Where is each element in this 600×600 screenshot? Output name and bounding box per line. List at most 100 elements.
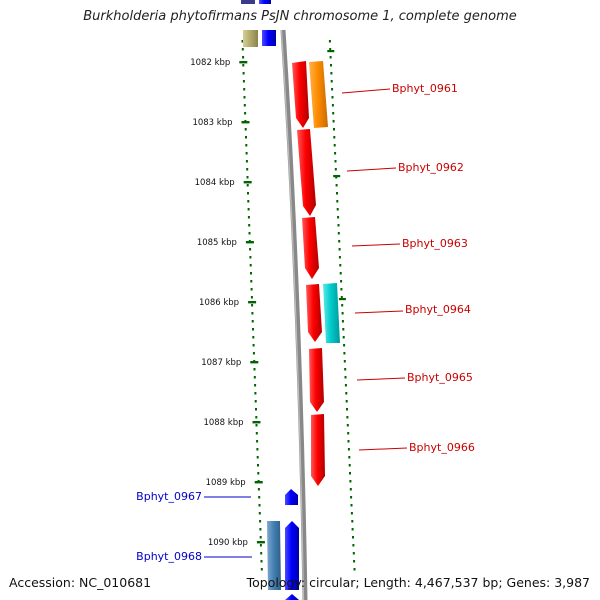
outer-ring-dot xyxy=(347,440,350,443)
outer-ring-dot xyxy=(337,232,340,235)
gene-bphyt-0965-arrow xyxy=(309,348,324,412)
gene-bphyt-0962-arrow xyxy=(297,129,316,216)
chromosome-backbone-highlight xyxy=(280,29,305,600)
outer-ring-dot xyxy=(346,424,349,427)
inner-ring-dot xyxy=(254,400,257,403)
outer-ring-dot xyxy=(344,376,347,379)
gene-labels-right: Bphyt_0961 Bphyt_0962 Bphyt_0963 Bphyt_0… xyxy=(341,82,475,454)
gene-label-bphyt-0968[interactable]: Bphyt_0968 xyxy=(136,550,202,563)
feature-cyan xyxy=(323,283,340,343)
outer-ring-dot xyxy=(353,568,356,571)
outer-ring-dot xyxy=(343,360,346,363)
inner-ring-dot xyxy=(250,272,252,275)
inner-ring-dot xyxy=(258,512,261,515)
outer-ring-dot xyxy=(338,248,341,251)
inner-ring-dot xyxy=(243,96,246,99)
partial-features-top xyxy=(241,0,276,47)
outer-ring-dot xyxy=(352,536,354,539)
outer-ring-dot xyxy=(330,64,332,67)
inner-ring-dot xyxy=(250,288,253,291)
inner-ring-dot xyxy=(245,136,247,139)
inner-ring-dot xyxy=(256,440,259,443)
inner-ring-dot xyxy=(258,496,261,499)
topology-text: Topology: circular; Length: 4,467,537 bp… xyxy=(246,575,590,590)
inner-ring-dot xyxy=(245,160,248,163)
outer-ring-dot xyxy=(332,112,335,115)
outer-ring-dot xyxy=(348,464,351,467)
outer-ring-dot xyxy=(341,312,344,315)
gene-bphyt-0964-arrow xyxy=(306,284,322,342)
outer-ring-dot xyxy=(338,240,341,243)
inner-ring-dot xyxy=(243,104,246,107)
inner-ring-dot xyxy=(241,40,244,43)
inner-ring-dot xyxy=(260,568,263,571)
inner-ring-dot xyxy=(247,208,250,211)
kbp-tick-label: 1090 kbp xyxy=(208,538,248,548)
outer-ring-dot xyxy=(344,384,347,387)
feature-partial-olive xyxy=(243,30,258,47)
inner-ring-dot xyxy=(257,472,260,475)
inner-ring-dot xyxy=(242,56,245,59)
gene-label-bphyt-0961[interactable]: Bphyt_0961 xyxy=(392,82,458,95)
kbp-tick xyxy=(241,121,250,124)
inner-ring-dot xyxy=(259,544,262,547)
outer-ring-dot xyxy=(340,280,343,283)
outer-ring-dot xyxy=(329,56,332,59)
inner-ring-dot xyxy=(259,536,262,539)
inner-ring-dot xyxy=(252,344,255,347)
inner-ring-dot xyxy=(253,368,256,371)
inner-ring-dot xyxy=(247,200,250,203)
gene-label-bphyt-0964[interactable]: Bphyt_0964 xyxy=(405,303,471,316)
kbp-tick xyxy=(252,421,261,424)
inner-ring-dot xyxy=(245,152,248,155)
inner-ring-dot xyxy=(254,384,257,387)
kbp-scale: 1082 kbp 1083 kbp 1084 kbp 1085 kbp 1086 kbp… xyxy=(190,58,265,548)
outer-ring-dot xyxy=(338,256,341,259)
outer-ring-dot xyxy=(329,48,332,51)
inner-ring-dot xyxy=(257,488,260,491)
inner-ring-dot xyxy=(259,520,262,523)
outer-ring-dot xyxy=(350,496,353,499)
inner-ring-dot xyxy=(244,128,247,131)
gene-labels-left: Bphyt_0967 Bphyt_0968 xyxy=(136,490,252,563)
outer-ring-dot xyxy=(343,352,346,355)
outer-ring-dot xyxy=(349,472,351,475)
outer-ring-dot xyxy=(334,168,337,171)
outer-ring-dot xyxy=(333,144,336,147)
outer-ring-dot xyxy=(348,456,351,459)
inner-ring-dot xyxy=(251,304,254,307)
outer-ring-dot xyxy=(336,208,339,211)
kbp-tick-label: 1089 kbp xyxy=(206,478,246,488)
inner-ring-dot xyxy=(260,560,263,563)
inner-ring-dot xyxy=(250,280,253,283)
inner-ring-dot xyxy=(255,408,257,411)
outer-ring-dot xyxy=(332,120,335,123)
outer-ring-dash xyxy=(338,298,346,301)
outer-ring-dot xyxy=(343,344,346,347)
inner-ring-dot xyxy=(242,64,245,67)
outer-ring-dot xyxy=(339,264,342,267)
outer-ring-dot xyxy=(331,96,334,99)
gene-label-bphyt-0965[interactable]: Bphyt_0965 xyxy=(407,371,473,384)
kbp-tick xyxy=(254,481,263,484)
outer-ring-dot xyxy=(350,512,353,515)
kbp-tick xyxy=(256,541,265,544)
outer-ring-dot xyxy=(347,432,350,435)
kbp-tick-label: 1087 kbp xyxy=(201,358,241,368)
inner-ring-dot xyxy=(246,184,249,187)
gene-label-bphyt-0963[interactable]: Bphyt_0963 xyxy=(402,237,468,250)
inner-ring-dot xyxy=(255,416,258,419)
gene-label-bphyt-0967[interactable]: Bphyt_0967 xyxy=(136,490,202,503)
inner-ring-dot xyxy=(260,552,263,555)
gene-label-bphyt-0962[interactable]: Bphyt_0962 xyxy=(398,161,464,174)
kbp-tick-label: 1084 kbp xyxy=(195,178,235,188)
gene-bphyt-0963-arrow xyxy=(302,217,319,279)
inner-ring-dot xyxy=(256,456,259,459)
gene-label-bphyt-0966[interactable]: Bphyt_0966 xyxy=(409,441,475,454)
outer-ring-dot xyxy=(331,88,334,91)
outer-ring-dot xyxy=(351,528,354,531)
inner-ring-dot xyxy=(242,72,245,75)
outer-ring-dot xyxy=(352,544,355,547)
inner-ring-dot xyxy=(259,528,262,531)
